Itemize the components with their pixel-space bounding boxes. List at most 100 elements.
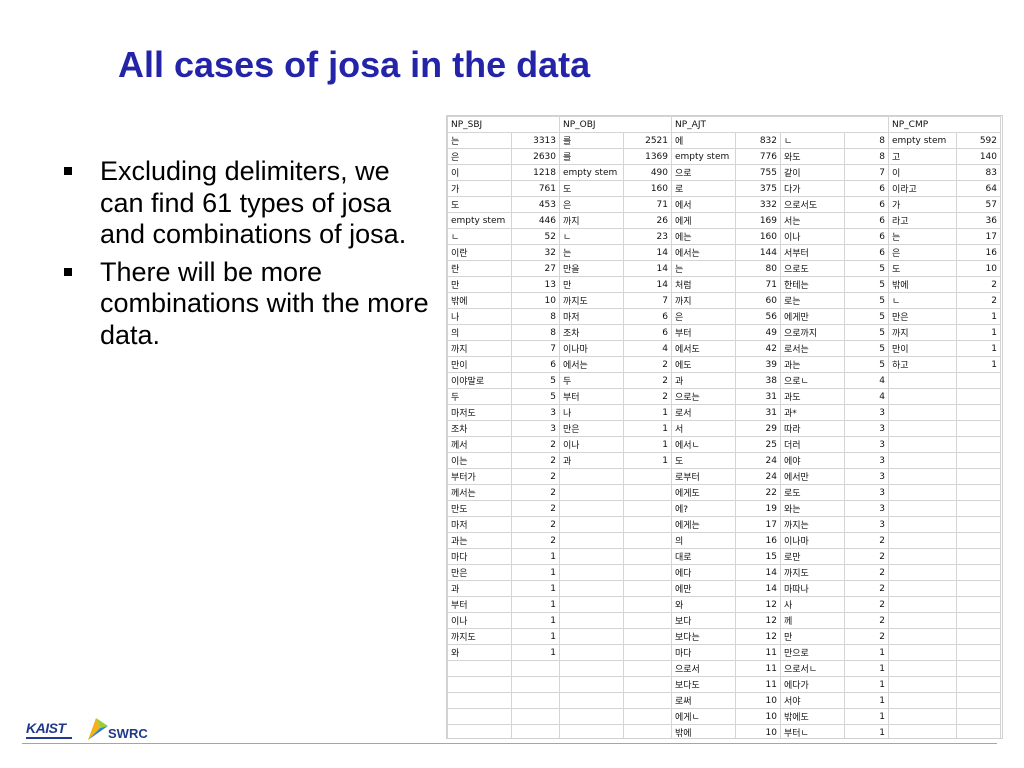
- count-cell: 3: [844, 484, 889, 501]
- table-row: ㄴ 52 ㄴ 23 에는 160 이나 6 는 17: [447, 228, 1001, 245]
- count-cell: 25: [735, 436, 781, 453]
- table-row: 으로서 11 으로서ㄴ 1: [447, 660, 1001, 677]
- table-row: 는 3313 를 2521 에 832 ㄴ 8 empty stem 592: [447, 132, 1001, 149]
- josa-cell: 에다: [671, 564, 736, 581]
- count-cell: 14: [623, 244, 672, 261]
- table-row: 와 1 마다 11 만으로 1: [447, 644, 1001, 661]
- josa-cell: 만: [780, 628, 845, 645]
- josa-cell: 도: [671, 452, 736, 469]
- table-row: 까지 7 이나마 4 에서도 42 로서는 5 만이 1: [447, 340, 1001, 357]
- count-cell: [623, 612, 672, 629]
- count-cell: 10: [956, 260, 1001, 277]
- josa-cell: 으로: [671, 164, 736, 181]
- table-row: 까지도 1 보다는 12 만 2: [447, 628, 1001, 645]
- table-row: 로써 10 서야 1: [447, 692, 1001, 709]
- count-cell: [623, 548, 672, 565]
- count-cell: 52: [511, 228, 560, 245]
- count-cell: 160: [623, 180, 672, 197]
- josa-cell: [888, 612, 957, 629]
- table-header-row: NP_SBJ NP_OBJ NP_AJT NP_CMP: [447, 116, 1001, 133]
- table-row: 과 1 에만 14 마따나 2: [447, 580, 1001, 597]
- count-cell: 3: [844, 500, 889, 517]
- josa-cell: 서야: [780, 692, 845, 709]
- count-cell: 10: [735, 708, 781, 725]
- josa-cell: 에서ㄴ: [671, 436, 736, 453]
- josa-cell: 하고: [888, 356, 957, 373]
- josa-cell: 의: [447, 324, 512, 341]
- count-cell: 1: [844, 692, 889, 709]
- count-cell: 160: [735, 228, 781, 245]
- josa-cell: [559, 644, 624, 661]
- josa-cell: 부터ㄴ: [780, 724, 845, 738]
- josa-cell: 에게: [671, 212, 736, 229]
- count-cell: [956, 660, 1001, 677]
- count-cell: 755: [735, 164, 781, 181]
- column-header: NP_SBJ: [447, 116, 560, 133]
- count-cell: [956, 388, 1001, 405]
- count-cell: 2: [844, 596, 889, 613]
- josa-cell: 에다가: [780, 676, 845, 693]
- josa-cell: [559, 676, 624, 693]
- count-cell: [956, 596, 1001, 613]
- count-cell: [623, 500, 672, 517]
- josa-cell: [888, 372, 957, 389]
- josa-cell: 서는: [780, 212, 845, 229]
- table-row: 만도 2 에? 19 와는 3: [447, 500, 1001, 517]
- josa-cell: 대로: [671, 548, 736, 565]
- josa-cell: [559, 724, 624, 738]
- josa-cell: [559, 548, 624, 565]
- josa-cell: 는: [888, 228, 957, 245]
- count-cell: [956, 516, 1001, 533]
- josa-cell: [888, 500, 957, 517]
- count-cell: 7: [844, 164, 889, 181]
- table-row: 이나 1 보다 12 께 2: [447, 612, 1001, 629]
- count-cell: 11: [735, 676, 781, 693]
- count-cell: 1: [844, 724, 889, 738]
- count-cell: 1: [511, 580, 560, 597]
- josa-cell: [559, 580, 624, 597]
- josa-cell: 보다도: [671, 676, 736, 693]
- josa-cell: 으로서: [671, 660, 736, 677]
- count-cell: 38: [735, 372, 781, 389]
- josa-cell: [888, 692, 957, 709]
- count-cell: 42: [735, 340, 781, 357]
- josa-cell: 부터: [447, 596, 512, 613]
- josa-cell: [559, 484, 624, 501]
- josa-cell: 이나: [447, 612, 512, 629]
- count-cell: 1: [623, 452, 672, 469]
- table-row: 에게ㄴ 10 밖에도 1: [447, 708, 1001, 725]
- josa-cell: [888, 484, 957, 501]
- josa-cell: 이: [447, 164, 512, 181]
- count-cell: 592: [956, 132, 1001, 149]
- josa-cell: 부터: [671, 324, 736, 341]
- count-cell: [623, 660, 672, 677]
- count-cell: 2: [956, 292, 1001, 309]
- count-cell: 22: [735, 484, 781, 501]
- count-cell: 3: [844, 516, 889, 533]
- count-cell: 2: [623, 388, 672, 405]
- josa-cell: 에만: [671, 580, 736, 597]
- josa-cell: 에서도: [671, 340, 736, 357]
- count-cell: [956, 420, 1001, 437]
- josa-cell: [559, 612, 624, 629]
- count-cell: [956, 628, 1001, 645]
- josa-cell: [888, 404, 957, 421]
- count-cell: 1: [956, 340, 1001, 357]
- count-cell: 1: [844, 676, 889, 693]
- count-cell: 332: [735, 196, 781, 213]
- column-header: NP_OBJ: [559, 116, 672, 133]
- josa-cell: 마다: [447, 548, 512, 565]
- count-cell: 71: [623, 196, 672, 213]
- count-cell: [623, 564, 672, 581]
- count-cell: 144: [735, 244, 781, 261]
- count-cell: 49: [735, 324, 781, 341]
- josa-cell: 에서는: [671, 244, 736, 261]
- table-row: 보다도 11 에다가 1: [447, 676, 1001, 693]
- josa-cell: [888, 596, 957, 613]
- josa-cell: [888, 516, 957, 533]
- count-cell: [956, 644, 1001, 661]
- count-cell: [511, 692, 560, 709]
- kaist-logo: KAIST: [26, 720, 72, 739]
- josa-cell: 과도: [780, 388, 845, 405]
- table-row: 과는 2 의 16 이나마 2: [447, 532, 1001, 549]
